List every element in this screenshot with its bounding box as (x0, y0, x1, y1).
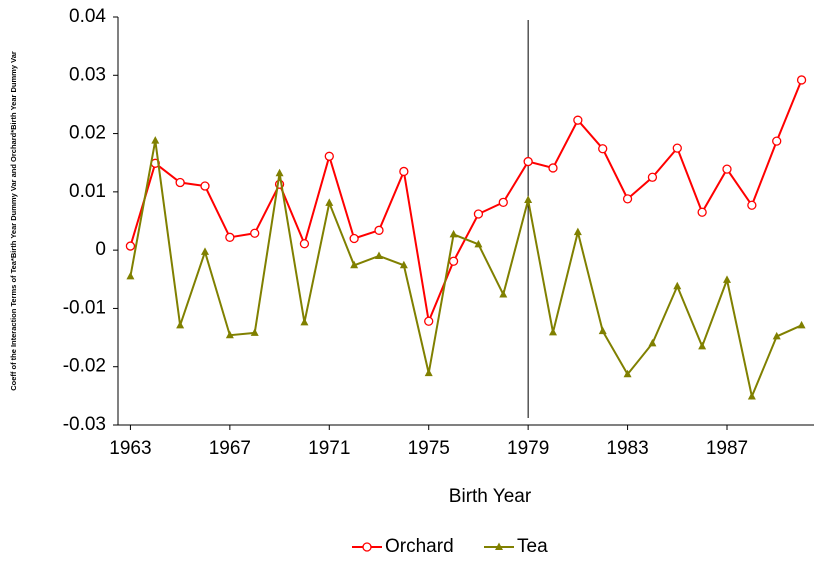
x-tick-label: 1967 (209, 438, 251, 459)
data-point (349, 233, 359, 244)
x-tick-label: 1971 (308, 438, 350, 459)
data-point (647, 172, 658, 182)
data-point (350, 260, 359, 269)
data-point (772, 136, 782, 146)
x-tick-label: 1975 (408, 438, 450, 459)
data-point (126, 271, 135, 280)
y-tick-label: 0.03 (69, 64, 106, 85)
data-point (499, 289, 508, 298)
data-point (424, 316, 434, 326)
x-tick-label: 1963 (109, 438, 151, 459)
x-tick-label: 1983 (606, 438, 648, 459)
data-point (250, 228, 260, 238)
data-point (374, 225, 384, 235)
data-point (176, 320, 185, 329)
data-point (151, 136, 160, 144)
data-point (399, 166, 409, 177)
data-point (622, 194, 633, 204)
y-tick-label: 0.01 (69, 181, 106, 202)
legend-marker (495, 542, 503, 550)
y-tick-label: -0.01 (63, 297, 106, 318)
data-point (548, 163, 558, 173)
y-tick-label: 0 (95, 239, 106, 260)
data-point (573, 115, 583, 125)
legend-label: Orchard (385, 536, 454, 557)
series-line (129, 140, 802, 400)
data-point (250, 328, 259, 336)
y-tick-label: -0.02 (63, 356, 106, 377)
data-point (796, 75, 807, 85)
data-point (300, 317, 309, 326)
x-tick-label: 1979 (507, 438, 549, 459)
y-tick-label: -0.03 (63, 414, 106, 435)
data-point (598, 326, 607, 335)
data-point (573, 227, 582, 236)
data-point (697, 207, 707, 217)
data-point (747, 391, 756, 400)
data-point (722, 164, 732, 174)
data-point (523, 156, 533, 167)
data-point (498, 197, 508, 207)
data-point (698, 341, 707, 350)
data-point (473, 209, 484, 219)
data-point (448, 256, 459, 266)
data-point (325, 198, 334, 206)
series-line (129, 79, 803, 325)
data-point (399, 260, 408, 269)
data-point (474, 239, 483, 248)
data-point (623, 369, 632, 378)
data-point (797, 320, 806, 329)
data-point (324, 151, 334, 161)
data-point (672, 143, 682, 153)
data-point (200, 181, 210, 191)
data-point (225, 330, 234, 339)
data-point (747, 200, 757, 210)
data-point (449, 229, 458, 238)
x-tick-label: 1987 (706, 438, 748, 459)
x-axis-label: Birth Year (449, 486, 532, 507)
data-point (175, 177, 185, 188)
data-point (598, 144, 608, 154)
data-point (723, 275, 731, 283)
data-point (524, 195, 533, 204)
y-tick-label: 0.04 (69, 6, 106, 27)
legend-label: Tea (517, 536, 548, 557)
y-axis-label: Coeff of the Interaction Terms of Tea*Bi… (9, 51, 18, 391)
data-point (549, 327, 557, 336)
data-point (648, 338, 657, 347)
data-point (125, 241, 136, 251)
legend-marker (362, 542, 372, 552)
data-point (772, 331, 781, 340)
data-point (424, 368, 433, 377)
data-point (225, 232, 235, 242)
y-tick-label: 0.02 (69, 123, 106, 144)
data-point (201, 247, 209, 255)
data-point (275, 168, 284, 177)
data-point (299, 239, 310, 249)
data-point (375, 251, 383, 259)
data-point (673, 281, 682, 290)
